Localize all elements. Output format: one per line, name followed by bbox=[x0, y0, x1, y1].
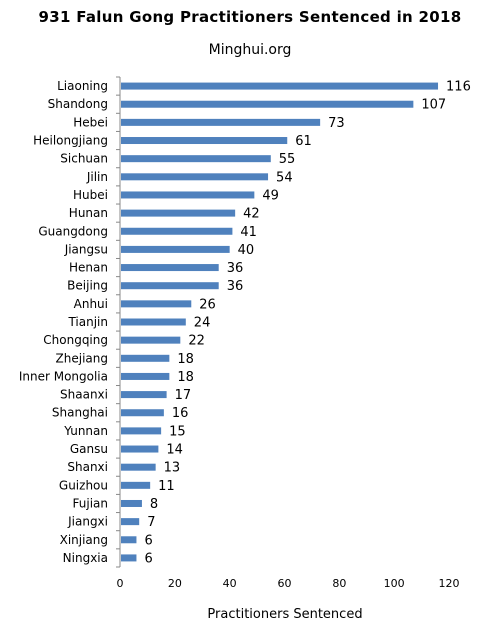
bar bbox=[121, 118, 321, 126]
y-tick-label: Liaoning bbox=[57, 79, 108, 93]
bar bbox=[121, 554, 137, 562]
chart-subtitle: Minghui.org bbox=[208, 42, 292, 58]
data-label: 42 bbox=[243, 207, 260, 222]
bar bbox=[121, 82, 439, 90]
y-tick-label: Gansu bbox=[70, 442, 108, 456]
y-tick-label: Jiangxi bbox=[67, 515, 108, 529]
data-label: 17 bbox=[175, 388, 192, 403]
y-tick-label: Guangdong bbox=[38, 224, 108, 238]
data-label: 14 bbox=[166, 443, 183, 458]
bar bbox=[121, 409, 164, 417]
bar bbox=[121, 209, 236, 217]
x-tick-label: 80 bbox=[332, 577, 346, 590]
y-tick-label: Fujian bbox=[73, 496, 108, 510]
data-label: 16 bbox=[172, 406, 189, 421]
x-tick-label: 20 bbox=[168, 577, 182, 590]
data-label: 26 bbox=[199, 297, 216, 312]
data-label: 6 bbox=[144, 551, 152, 566]
y-tick-label: Shandong bbox=[48, 97, 108, 111]
data-label: 61 bbox=[295, 134, 312, 149]
bar bbox=[121, 372, 170, 380]
y-tick-label: Yunnan bbox=[63, 424, 108, 438]
x-tick-label: 40 bbox=[223, 577, 237, 590]
bar bbox=[121, 354, 170, 362]
bar bbox=[121, 318, 186, 326]
data-label: 36 bbox=[227, 261, 244, 276]
bar bbox=[121, 282, 219, 290]
data-label: 22 bbox=[188, 334, 205, 349]
bar bbox=[121, 499, 142, 507]
y-tick-label: Shanxi bbox=[67, 460, 108, 474]
data-label: 18 bbox=[177, 352, 194, 367]
data-label: 55 bbox=[279, 152, 296, 167]
y-tick-label: Chongqing bbox=[43, 333, 108, 347]
data-label: 24 bbox=[194, 316, 211, 331]
bar bbox=[121, 264, 219, 272]
bar bbox=[121, 173, 269, 181]
y-tick-label: Anhui bbox=[74, 297, 108, 311]
y-tick-label: Zhejiang bbox=[56, 351, 108, 365]
y-tick-label: Heilongjiang bbox=[33, 134, 108, 148]
x-axis-label: Practitioners Sentenced bbox=[207, 607, 363, 622]
bar bbox=[121, 427, 162, 435]
data-label: 73 bbox=[328, 116, 345, 131]
data-label: 54 bbox=[276, 170, 293, 185]
bar bbox=[121, 155, 271, 163]
y-tick-label: Jilin bbox=[86, 170, 108, 184]
data-label: 116 bbox=[446, 80, 471, 95]
y-tick-label: Henan bbox=[69, 261, 108, 275]
bar bbox=[121, 463, 156, 471]
data-label: 7 bbox=[147, 515, 155, 530]
bar bbox=[121, 227, 233, 235]
data-label: 49 bbox=[262, 188, 279, 203]
data-label: 41 bbox=[240, 225, 257, 240]
y-tick-label: Jiangsu bbox=[64, 242, 108, 256]
data-label: 107 bbox=[421, 98, 446, 113]
y-tick-label: Hunan bbox=[69, 206, 108, 220]
y-tick-label: Tianjin bbox=[67, 315, 108, 329]
y-tick-label: Shanghai bbox=[52, 406, 108, 420]
y-tick-label: Beijing bbox=[67, 279, 108, 293]
bar bbox=[121, 100, 414, 108]
y-tick-label: Hebei bbox=[73, 115, 108, 129]
bar bbox=[121, 137, 288, 145]
y-tick-label: Ningxia bbox=[63, 551, 108, 565]
bar bbox=[121, 481, 151, 489]
data-label: 36 bbox=[227, 279, 244, 294]
x-tick-label: 60 bbox=[278, 577, 292, 590]
y-tick-label: Hubei bbox=[73, 188, 108, 202]
chart-title: 931 Falun Gong Practitioners Sentenced i… bbox=[38, 8, 462, 26]
y-tick-label: Xinjiang bbox=[60, 533, 108, 547]
bar bbox=[121, 245, 230, 253]
y-tick-label: Guizhou bbox=[59, 478, 108, 492]
y-tick-label: Inner Mongolia bbox=[19, 369, 108, 383]
bar bbox=[121, 536, 137, 544]
data-label: 13 bbox=[164, 461, 181, 476]
data-label: 40 bbox=[238, 243, 255, 258]
y-tick-label: Sichuan bbox=[60, 152, 108, 166]
y-tick-label: Shaanxi bbox=[60, 388, 108, 402]
x-tick-label: 100 bbox=[384, 577, 405, 590]
data-label: 15 bbox=[169, 424, 186, 439]
data-label: 11 bbox=[158, 479, 175, 494]
bar bbox=[121, 391, 167, 399]
bar bbox=[121, 191, 255, 199]
bar bbox=[121, 518, 140, 526]
bar bbox=[121, 445, 159, 453]
data-label: 6 bbox=[144, 533, 152, 548]
data-label: 8 bbox=[150, 497, 158, 512]
data-label: 18 bbox=[177, 370, 194, 385]
x-tick-label: 0 bbox=[117, 577, 124, 590]
bar bbox=[121, 300, 192, 308]
bar bbox=[121, 336, 181, 344]
x-tick-label: 120 bbox=[439, 577, 460, 590]
